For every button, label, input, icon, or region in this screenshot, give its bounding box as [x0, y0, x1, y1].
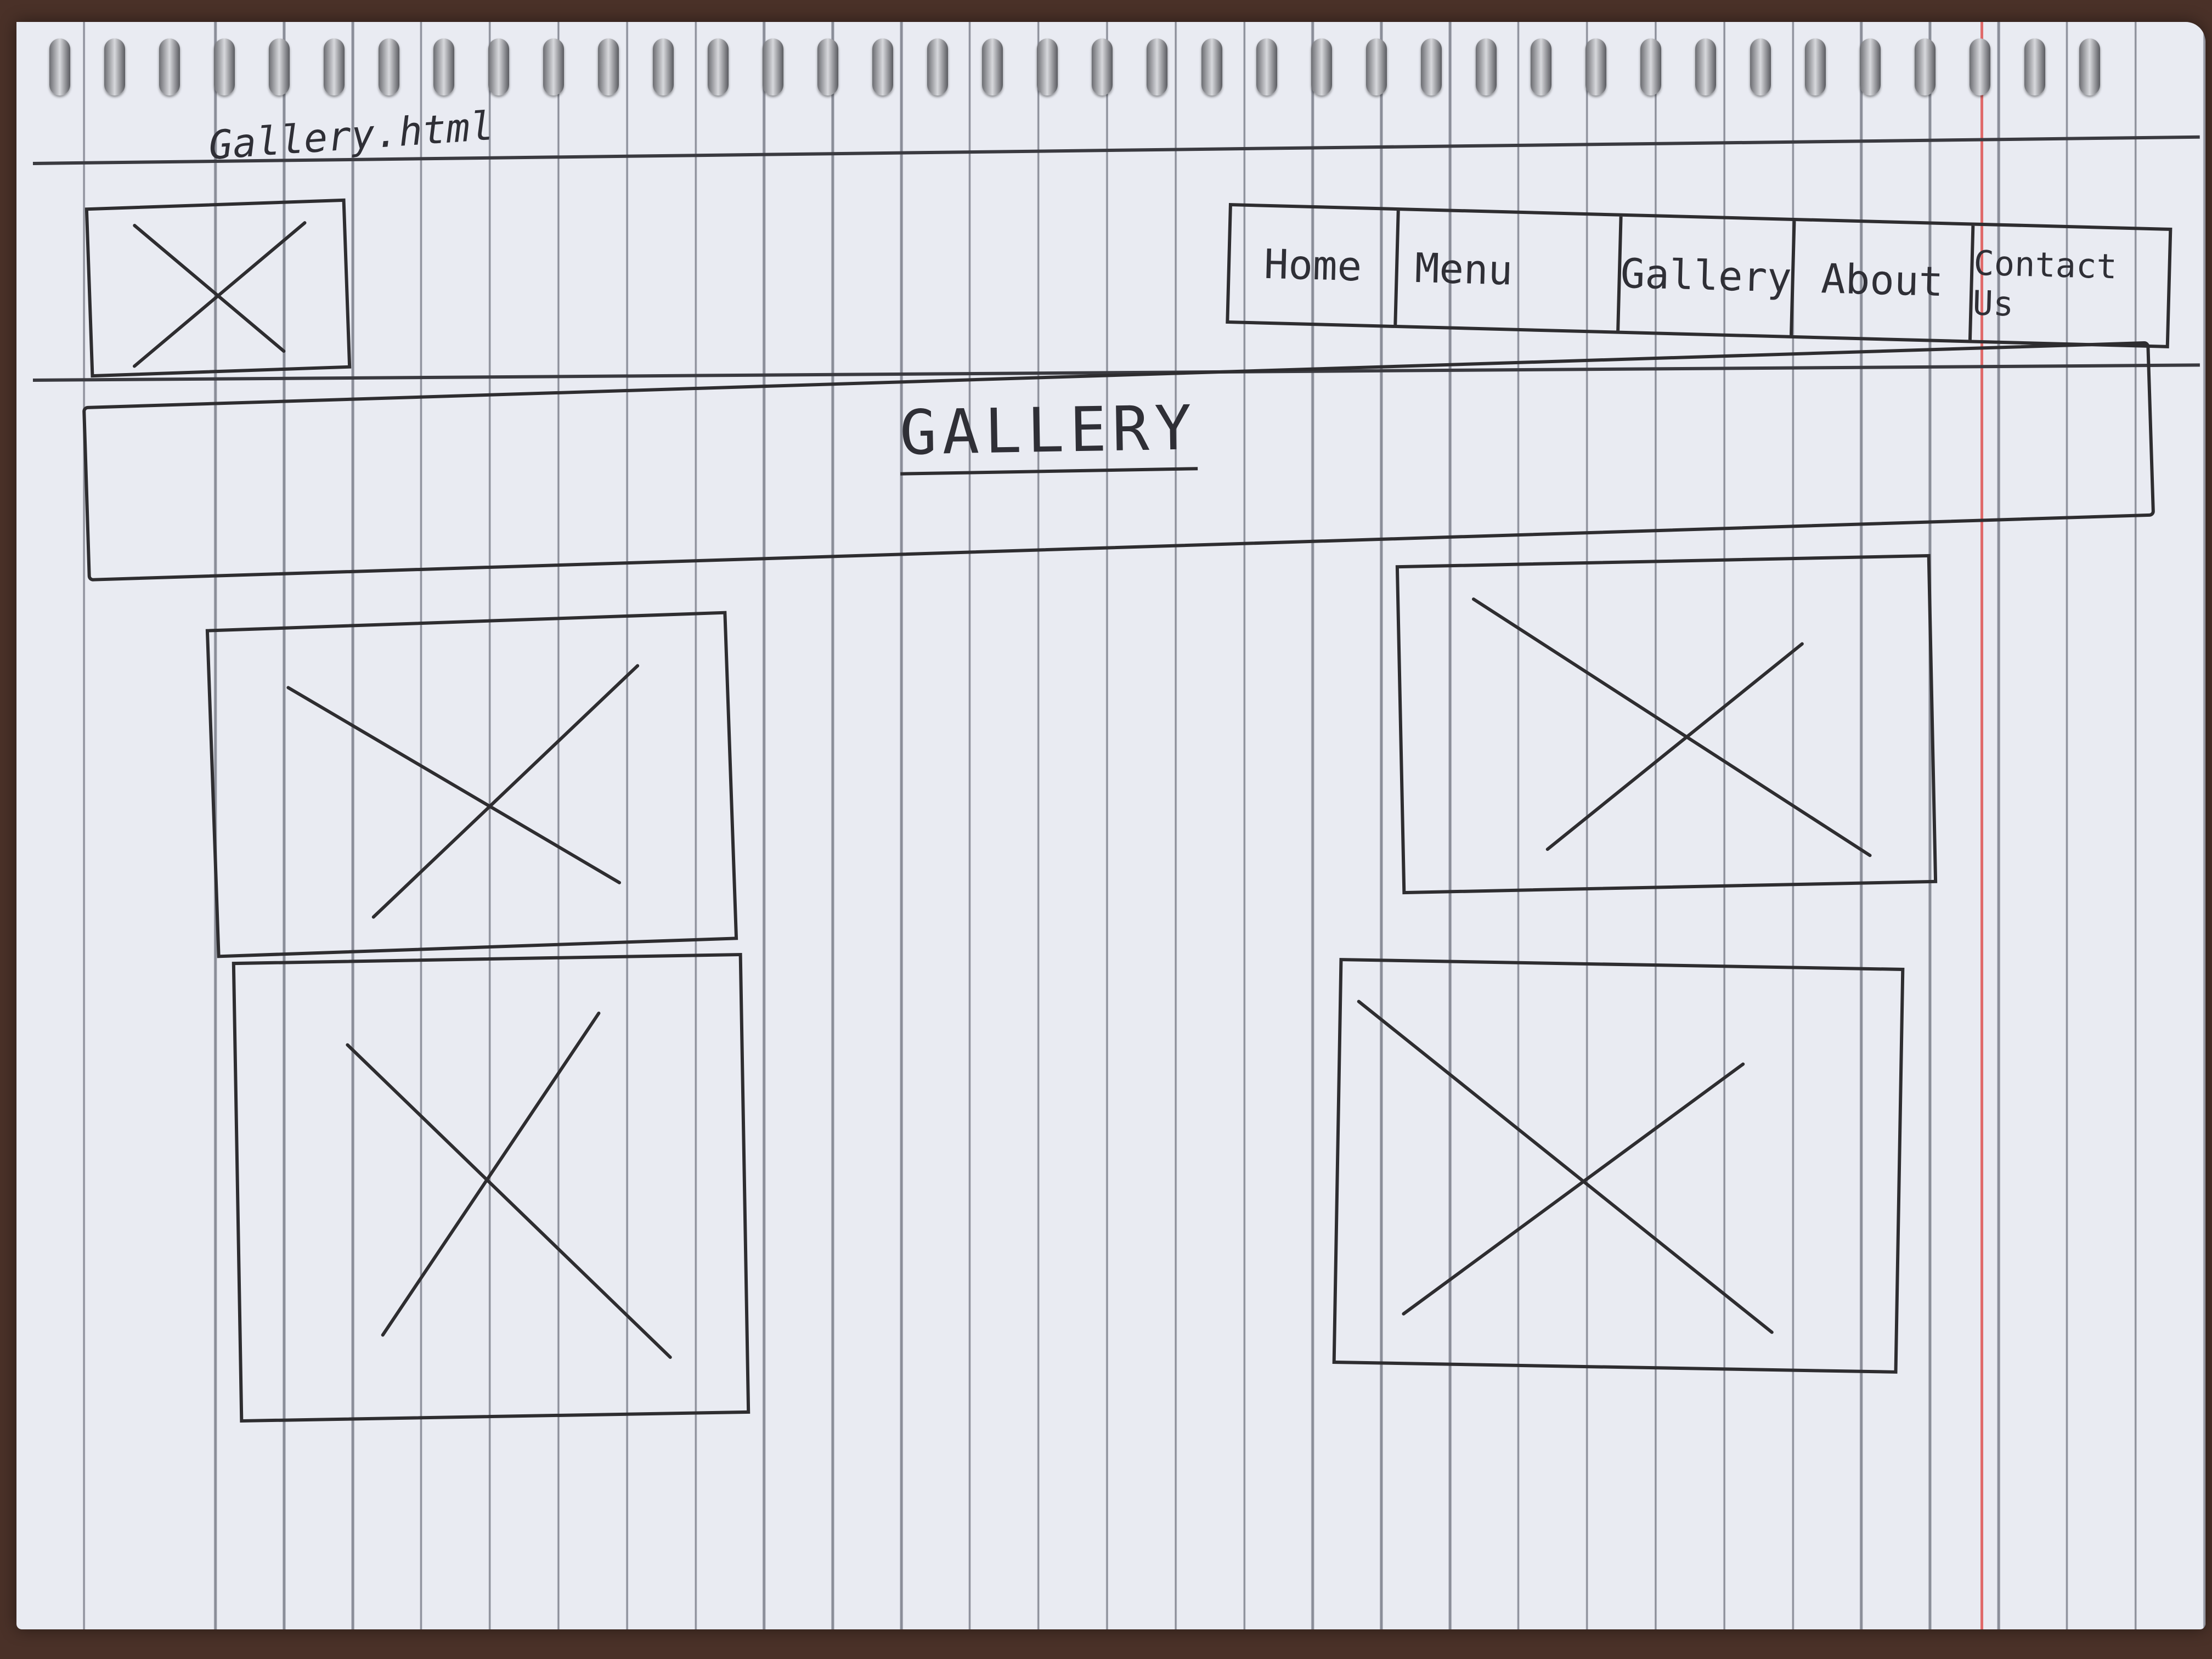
spiral-ring	[104, 38, 125, 95]
spiral-ring	[543, 38, 564, 95]
image-placeholder-icon	[88, 202, 348, 374]
nav-item-contact-us[interactable]: Contact Us	[1972, 226, 2169, 345]
spiral-ring	[1366, 38, 1387, 95]
gallery-image-2[interactable]	[1395, 554, 1938, 895]
image-placeholder-icon	[209, 614, 735, 955]
spiral-ring	[1311, 38, 1332, 95]
spiral-ring	[598, 38, 619, 95]
gallery-image-4[interactable]	[1332, 958, 1905, 1374]
nav-item-menu[interactable]: Menu	[1397, 211, 1623, 331]
spiral-ring	[817, 38, 838, 95]
spiral-ring	[1915, 38, 1936, 95]
nav-item-home[interactable]: Home	[1229, 206, 1400, 325]
spiral-ring	[1531, 38, 1551, 95]
spiral-ring	[488, 38, 509, 95]
spiral-ring	[269, 38, 290, 95]
spiral-ring	[1201, 38, 1222, 95]
spiral-ring	[1092, 38, 1113, 95]
gallery-image-1[interactable]	[205, 611, 738, 958]
spiral-ring	[159, 38, 180, 95]
spiral-ring	[708, 38, 729, 95]
spiral-ring	[1421, 38, 1442, 95]
spiral-ring	[433, 38, 454, 95]
spiral-ring	[1805, 38, 1826, 95]
image-placeholder-icon	[1336, 961, 1901, 1370]
image-placeholder-icon	[235, 956, 747, 1419]
nav-item-label: Menu	[1414, 244, 1514, 295]
spiral-binding	[49, 38, 2100, 95]
spiral-ring	[324, 38, 345, 95]
spiral-ring	[1750, 38, 1771, 95]
spiral-ring	[653, 38, 674, 95]
spiral-ring	[1256, 38, 1277, 95]
spiral-ring	[1640, 38, 1661, 95]
spiral-ring	[214, 38, 235, 95]
spiral-ring	[763, 38, 783, 95]
main-nav: Home Menu Gallery About Contact Us	[1226, 203, 2172, 348]
spiral-ring	[982, 38, 1003, 95]
spiral-ring	[1970, 38, 1990, 95]
nav-item-about[interactable]: About	[1793, 221, 1975, 340]
spiral-ring	[1860, 38, 1881, 95]
spiral-ring	[1476, 38, 1497, 95]
nav-item-label: Gallery	[1620, 250, 1792, 302]
page-title: GALLERY	[899, 392, 1198, 476]
nav-item-label: Contact Us	[1972, 242, 2118, 324]
spiral-ring	[2024, 38, 2045, 95]
margin-line	[1980, 22, 1983, 1629]
spiral-ring	[1147, 38, 1167, 95]
nav-item-label: Home	[1263, 240, 1363, 291]
nav-item-gallery[interactable]: Gallery	[1620, 216, 1796, 335]
spiral-ring	[872, 38, 893, 95]
notebook-page: Gallery.html Home Menu Gallery About Con…	[16, 22, 2205, 1629]
spiral-ring	[1585, 38, 1606, 95]
spiral-ring	[1037, 38, 1058, 95]
image-placeholder-icon	[1399, 557, 1934, 891]
nav-item-label: About	[1820, 255, 1944, 306]
gallery-image-3[interactable]	[232, 952, 751, 1423]
spiral-ring	[2079, 38, 2100, 95]
logo-placeholder[interactable]	[84, 198, 352, 378]
spiral-ring	[379, 38, 399, 95]
spiral-ring	[1695, 38, 1716, 95]
spiral-ring	[49, 38, 70, 95]
spiral-ring	[927, 38, 948, 95]
